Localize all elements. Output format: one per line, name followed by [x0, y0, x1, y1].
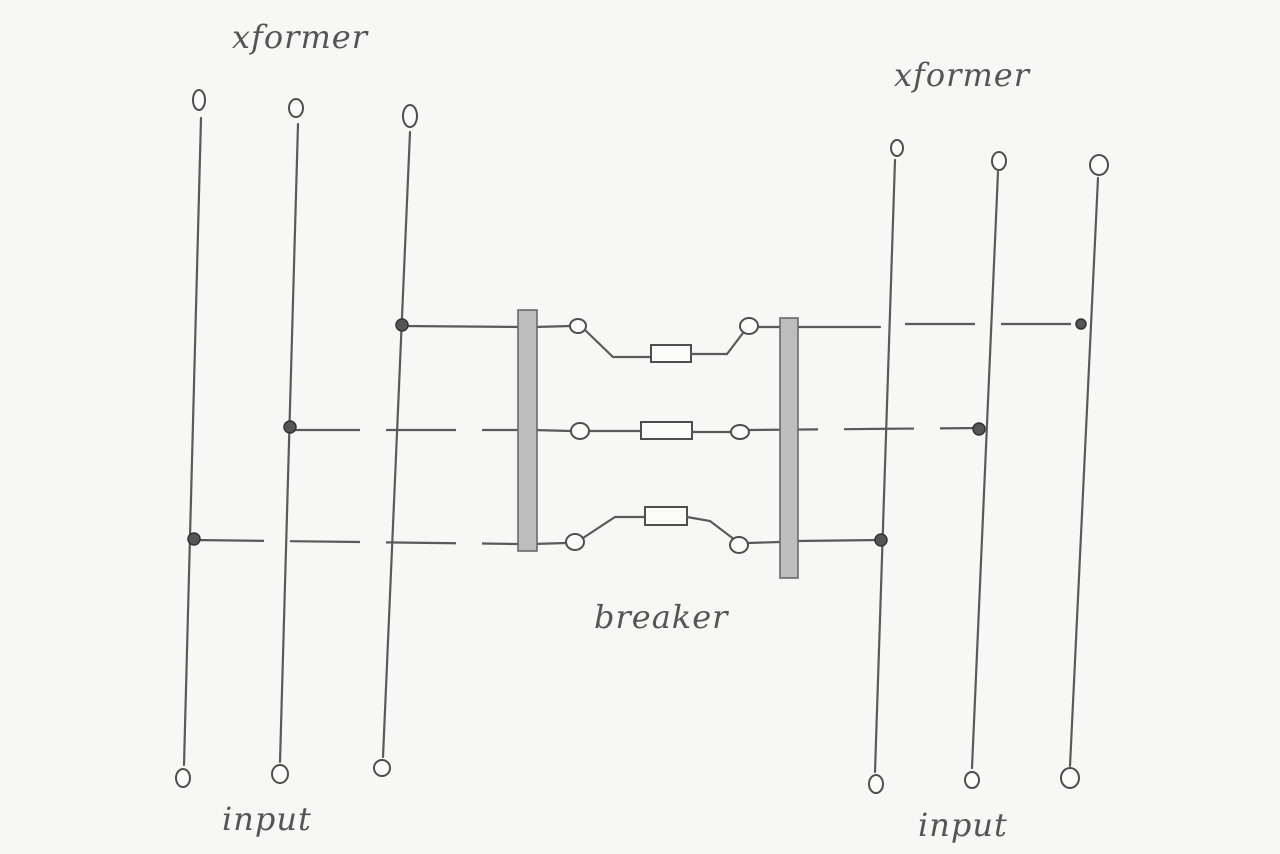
- terminal: [1060, 767, 1080, 789]
- wire: [400, 324, 523, 329]
- terminal: [402, 104, 418, 128]
- wire: [794, 538, 884, 543]
- junction-dot: [874, 533, 888, 547]
- left-conductor-2: [278, 122, 300, 764]
- terminal: [570, 422, 590, 440]
- terminal: [729, 536, 749, 554]
- terminal: [730, 424, 750, 440]
- breaker-bar-right: [779, 317, 799, 579]
- left-conductor-3: [381, 130, 412, 759]
- terminal: [373, 759, 391, 777]
- right-input-label: input: [918, 806, 1008, 844]
- terminal: [991, 151, 1007, 171]
- terminal: [1089, 154, 1109, 176]
- phase-middle: [283, 420, 986, 440]
- dashed-wire: [193, 538, 521, 546]
- contact-wire: [581, 515, 647, 540]
- right-conductors: [873, 158, 1100, 774]
- left-xformer-label: xformer: [232, 18, 369, 56]
- contact-element: [640, 421, 693, 440]
- left-conductors: [182, 116, 412, 767]
- left-conductor-1: [182, 116, 203, 767]
- terminal: [271, 764, 289, 784]
- terminal: [569, 318, 587, 334]
- terminal: [739, 317, 759, 335]
- terminal: [192, 89, 206, 111]
- junction-dot: [395, 318, 409, 332]
- terminal: [565, 533, 585, 551]
- right-xformer-label: xformer: [894, 56, 1031, 94]
- wire: [532, 324, 573, 329]
- terminal: [890, 139, 904, 157]
- right-conductor-3: [1068, 176, 1100, 768]
- wire: [531, 541, 568, 546]
- right-conductor-2: [970, 170, 1000, 770]
- wire: [531, 428, 573, 433]
- contact-element: [644, 506, 688, 526]
- terminal: [288, 98, 304, 118]
- contact-wire: [685, 515, 737, 542]
- phase-bottom: [187, 506, 888, 554]
- phase-top: [395, 317, 1087, 363]
- breaker-bar-left: [517, 309, 538, 552]
- junction-dot: [187, 532, 201, 546]
- right-conductor-1: [873, 158, 897, 774]
- terminal: [964, 771, 980, 789]
- terminal: [868, 774, 884, 794]
- contact-wire: [583, 328, 653, 359]
- terminal: [175, 768, 191, 788]
- junction-dot: [1075, 318, 1087, 330]
- contact-element: [650, 344, 692, 363]
- wire: [746, 540, 782, 545]
- bottom-terminals: [175, 759, 1080, 794]
- contact-wire: [689, 331, 745, 356]
- left-input-label: input: [222, 800, 312, 838]
- top-terminals: [192, 89, 1109, 176]
- junction-dot: [283, 420, 297, 434]
- breaker-label: breaker: [594, 598, 729, 636]
- junction-dot: [972, 422, 986, 436]
